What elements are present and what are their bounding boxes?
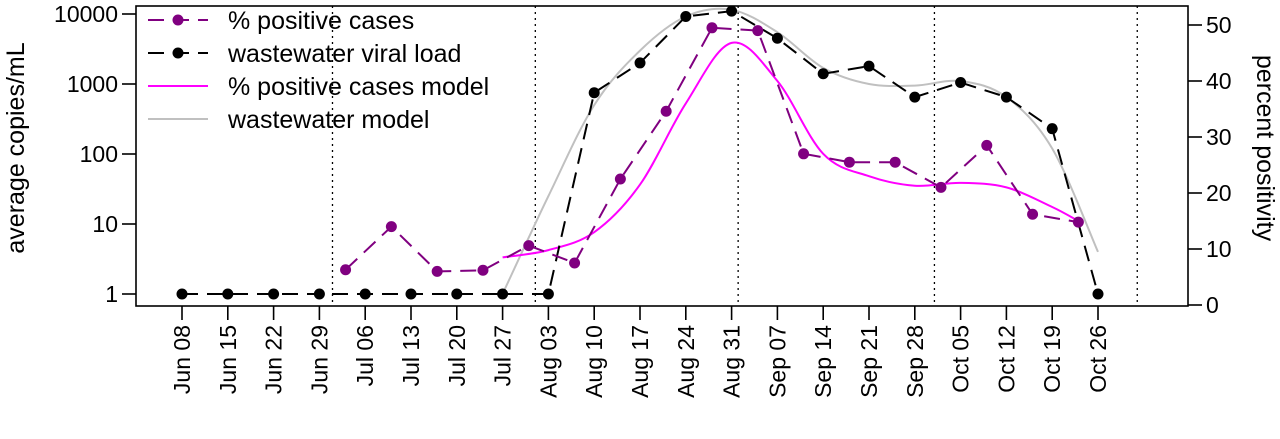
right-tick-label-1: 10 <box>1206 236 1232 262</box>
data-point-wastewater-viral-load-12 <box>726 5 738 17</box>
left-tick-label-2: 100 <box>80 141 118 167</box>
x-tick-label-5: Jul 13 <box>398 325 424 386</box>
legend-swatch-point-1 <box>172 47 184 59</box>
legend-swatch-point-0 <box>172 14 184 26</box>
right-tick-label-2: 20 <box>1206 180 1232 206</box>
legend-label-0: % positive cases <box>228 7 414 35</box>
x-tick-label-0: Jun 08 <box>169 325 195 394</box>
data-point-wastewater-viral-load-14 <box>817 68 829 80</box>
x-tick-label-4: Jul 06 <box>352 325 378 386</box>
x-tick-label-12: Aug 31 <box>719 325 745 398</box>
data-point--positive-cases-7 <box>660 105 672 117</box>
data-point--positive-cases-15 <box>1027 208 1039 220</box>
x-tick-label-20: Oct 26 <box>1085 325 1111 393</box>
data-point--positive-cases-2 <box>431 265 443 277</box>
series-line--positive-cases-model <box>502 41 1079 259</box>
data-point--positive-cases-11 <box>843 156 855 168</box>
data-point-wastewater-viral-load-3 <box>313 288 325 300</box>
data-point--positive-cases-12 <box>889 156 901 168</box>
left-tick-label-0: 1 <box>105 281 118 307</box>
data-point--positive-cases-5 <box>569 257 581 269</box>
data-point--positive-cases-4 <box>523 240 535 252</box>
data-point-wastewater-viral-load-13 <box>771 32 783 44</box>
data-point--positive-cases-3 <box>477 264 489 276</box>
data-point-wastewater-viral-load-4 <box>359 288 371 300</box>
x-tick-label-17: Oct 05 <box>948 325 974 393</box>
series-line--positive-cases <box>344 26 1079 273</box>
x-tick-label-10: Aug 17 <box>627 325 653 398</box>
x-tick-label-14: Sep 14 <box>810 325 836 398</box>
right-tick-label-3: 30 <box>1206 124 1232 150</box>
data-point--positive-cases-13 <box>935 181 947 193</box>
left-axis-title: average copies/mL <box>2 42 30 253</box>
legend-label-1: wastewater viral load <box>227 40 461 68</box>
right-tick-label-0: 0 <box>1206 292 1219 318</box>
legend-label-2: % positive cases model <box>228 73 489 101</box>
x-tick-label-6: Jul 20 <box>444 325 470 386</box>
left-tick-label-4: 10000 <box>54 1 118 27</box>
data-point--positive-cases-1 <box>385 221 397 233</box>
data-point-wastewater-viral-load-19 <box>1046 123 1058 135</box>
x-tick-label-9: Aug 10 <box>581 325 607 398</box>
data-point-wastewater-viral-load-11 <box>680 11 692 23</box>
data-point-wastewater-viral-load-6 <box>451 288 463 300</box>
data-point--positive-cases-8 <box>706 22 718 34</box>
x-tick-label-3: Jun 29 <box>306 325 332 394</box>
data-point-wastewater-viral-load-8 <box>542 288 554 300</box>
right-tick-label-5: 50 <box>1206 12 1232 38</box>
data-point-wastewater-viral-load-15 <box>863 60 875 72</box>
x-tick-label-18: Oct 12 <box>993 325 1019 393</box>
data-point--positive-cases-14 <box>981 139 993 151</box>
x-tick-label-19: Oct 19 <box>1039 325 1065 393</box>
left-tick-label-1: 10 <box>92 211 118 237</box>
right-axis-title: percent positivity <box>1251 55 1279 242</box>
data-point--positive-cases-10 <box>798 148 810 160</box>
x-tick-label-15: Sep 21 <box>856 325 882 398</box>
data-point-wastewater-viral-load-0 <box>176 288 188 300</box>
x-tick-label-16: Sep 28 <box>902 325 928 398</box>
x-tick-label-13: Sep 07 <box>764 325 790 398</box>
data-point-wastewater-viral-load-18 <box>1000 91 1012 103</box>
x-tick-label-11: Aug 24 <box>673 325 699 398</box>
data-point-wastewater-viral-load-2 <box>268 288 280 300</box>
data-point--positive-cases-0 <box>340 264 352 276</box>
data-point-wastewater-viral-load-7 <box>497 288 509 300</box>
data-point-wastewater-viral-load-17 <box>955 77 967 89</box>
x-tick-label-7: Jul 27 <box>490 325 516 386</box>
data-point-wastewater-viral-load-5 <box>405 288 417 300</box>
right-tick-label-4: 40 <box>1206 68 1232 94</box>
data-point-wastewater-viral-load-9 <box>588 87 600 99</box>
x-tick-label-2: Jun 22 <box>261 325 287 394</box>
data-point--positive-cases-6 <box>614 173 626 185</box>
plot-frame <box>135 5 1189 307</box>
data-point-wastewater-viral-load-10 <box>634 57 646 69</box>
left-tick-label-3: 1000 <box>67 71 118 97</box>
data-point-wastewater-viral-load-20 <box>1092 288 1104 300</box>
data-point--positive-cases-16 <box>1072 216 1084 228</box>
x-tick-label-1: Jun 15 <box>215 325 241 394</box>
data-point-wastewater-viral-load-16 <box>909 91 921 103</box>
data-point--positive-cases-9 <box>752 25 764 37</box>
x-tick-label-8: Aug 03 <box>535 325 561 398</box>
data-point-wastewater-viral-load-1 <box>222 288 234 300</box>
legend-label-3: wastewater model <box>227 106 429 134</box>
